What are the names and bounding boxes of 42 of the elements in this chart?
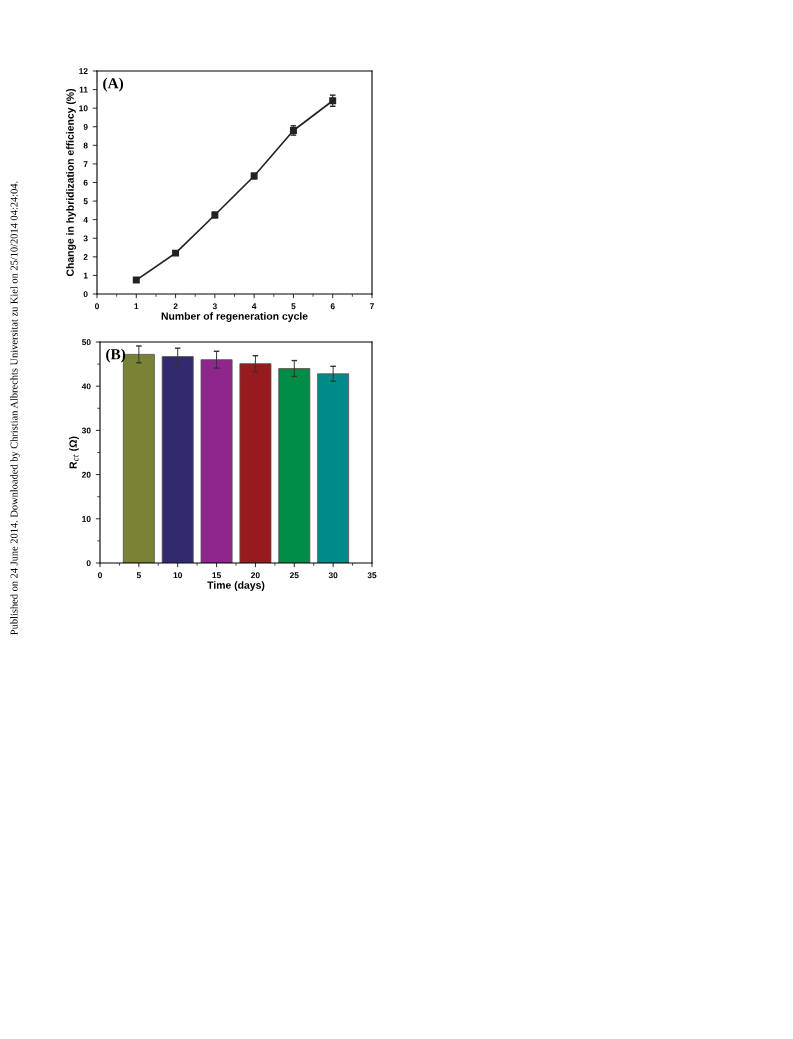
y-tick-label: 6 — [83, 179, 88, 186]
x-tick-label: 3 — [212, 303, 217, 310]
y-tick-label: 10 — [82, 516, 91, 522]
x-tick-label: 35 — [367, 572, 377, 579]
y-tick-label: 11 — [79, 86, 88, 93]
x-tick-label: 4 — [251, 303, 257, 310]
y-tick-label: 9 — [83, 123, 88, 130]
y-tick-label: 30 — [81, 427, 91, 434]
y-tick-label: 2 — [83, 254, 88, 260]
x-tick-label: 6 — [330, 303, 335, 310]
x-tick-label: 0 — [98, 572, 102, 579]
y-axis-title: Change in hybridization efficiency (%) — [66, 88, 76, 277]
y-tick-label: 20 — [81, 471, 91, 478]
annotation: (A) — [103, 77, 124, 92]
y-tick-label: 4 — [83, 216, 88, 223]
text: Published on 24 June 2014. Downloaded by Christian Albrechts Universitat zu Kiel on 25/10/2014 04:24:04. — [10, 181, 20, 635]
y-tick-label: 10 — [79, 105, 88, 112]
x-tick-label: 30 — [328, 572, 338, 579]
x-axis-title: Number of regeneration cycle — [161, 312, 308, 322]
x-tick-label: 20 — [251, 572, 260, 579]
x-tick-label: 7 — [370, 303, 374, 310]
x-tick-label: 5 — [291, 303, 296, 310]
y-tick-label: 5 — [83, 198, 88, 205]
y-tick-label: 40 — [81, 383, 91, 390]
y-tick-label: 0 — [83, 291, 88, 298]
y-tick-label: 8 — [83, 142, 88, 149]
y-tick-label: 50 — [81, 339, 91, 346]
x-tick-label: 1 — [134, 303, 139, 310]
y-tick-label: 7 — [83, 161, 88, 167]
y-tick-label: 0 — [86, 560, 91, 567]
annotation: (B) — [106, 348, 126, 363]
y-axis-title: R$_{ct}$ (Ω) — [69, 436, 79, 469]
y-tick-label: 1 — [83, 272, 88, 279]
x-tick-label: 10 — [173, 572, 183, 579]
x-axis-title: Time (days) — [207, 581, 265, 591]
x-tick-label: 0 — [95, 303, 99, 310]
x-tick-label: 25 — [289, 572, 299, 579]
y-tick-label: 3 — [83, 235, 88, 242]
x-tick-label: 5 — [136, 572, 141, 579]
y-tick-label: 12 — [79, 68, 88, 75]
x-tick-label: 2 — [173, 303, 178, 310]
x-tick-label: 15 — [212, 572, 221, 579]
